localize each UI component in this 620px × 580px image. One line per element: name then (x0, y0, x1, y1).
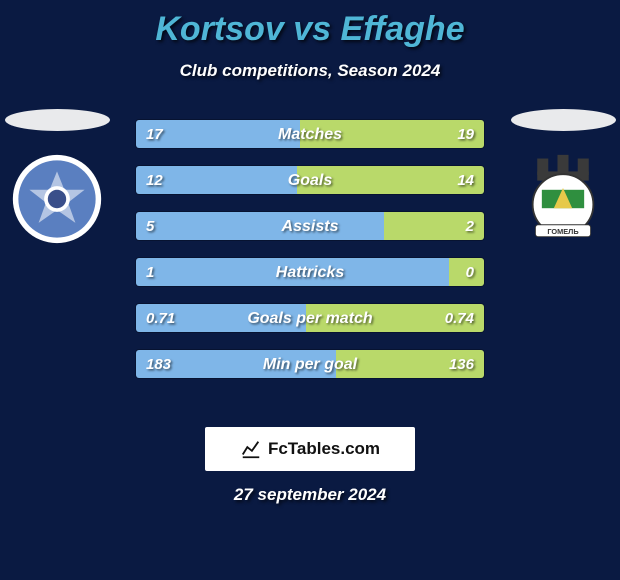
root: Kortsov vs Effaghe Club competitions, Se… (0, 0, 620, 505)
stat-value-left: 183 (146, 350, 171, 379)
stat-label: Hattricks (276, 258, 344, 287)
stats-bars: 17 Matches 19 12 Goals 14 5 Assists 2 1 Hattricks 0… (135, 119, 485, 379)
stat-value-right: 19 (457, 120, 474, 149)
comparison-stage: ГОМЕЛЬ 17 Matches 19 12 Goals 14 5 Assists 2 1 Hat… (0, 109, 620, 409)
stat-value-right: 136 (449, 350, 474, 379)
footer-date: 27 september 2024 (0, 485, 620, 505)
stat-seg-left (136, 212, 384, 240)
stat-value-left: 0.71 (146, 304, 175, 333)
stat-label: Goals per match (247, 304, 372, 333)
stat-value-right: 0 (466, 258, 474, 287)
svg-text:ГОМЕЛЬ: ГОМЕЛЬ (547, 227, 579, 236)
stat-row: 12 Goals 14 (135, 165, 485, 195)
stat-value-right: 0.74 (445, 304, 474, 333)
stat-label: Assists (282, 212, 339, 241)
page-title: Kortsov vs Effaghe (0, 10, 620, 49)
chart-icon (240, 438, 262, 460)
club-crest-right: ГОМЕЛЬ (517, 153, 609, 245)
stat-value-right: 14 (457, 166, 474, 195)
player-right-column: ГОМЕЛЬ (508, 109, 618, 245)
player-right-shadow (511, 109, 616, 131)
stat-value-left: 5 (146, 212, 154, 241)
stat-value-left: 1 (146, 258, 154, 287)
stat-value-right: 2 (466, 212, 474, 241)
stat-label: Goals (288, 166, 332, 195)
stat-value-left: 17 (146, 120, 163, 149)
page-subtitle: Club competitions, Season 2024 (0, 61, 620, 81)
stat-value-left: 12 (146, 166, 163, 195)
stat-row: 5 Assists 2 (135, 211, 485, 241)
club-crest-left (11, 153, 103, 245)
brand-badge[interactable]: FcTables.com (205, 427, 415, 471)
player-left-column (2, 109, 112, 245)
stat-row: 0.71 Goals per match 0.74 (135, 303, 485, 333)
brand-text: FcTables.com (268, 439, 380, 459)
stat-row: 1 Hattricks 0 (135, 257, 485, 287)
stat-row: 183 Min per goal 136 (135, 349, 485, 379)
stat-row: 17 Matches 19 (135, 119, 485, 149)
stat-label: Min per goal (263, 350, 357, 379)
player-left-shadow (5, 109, 110, 131)
stat-label: Matches (278, 120, 342, 149)
